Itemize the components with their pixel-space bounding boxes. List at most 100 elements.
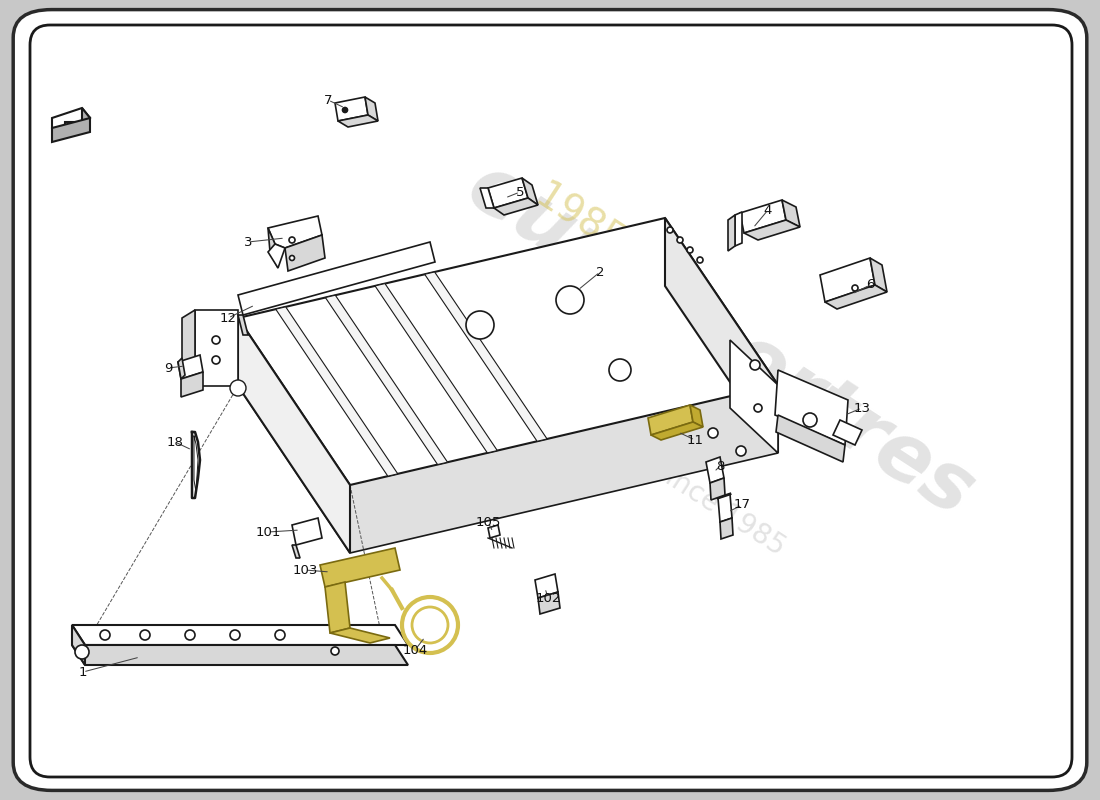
Polygon shape [488,525,501,538]
Polygon shape [338,115,378,127]
Polygon shape [558,288,609,306]
Circle shape [688,247,693,253]
Text: 6: 6 [866,278,874,291]
Polygon shape [268,216,322,248]
Text: 12: 12 [220,311,236,325]
Text: 3: 3 [244,235,252,249]
Polygon shape [556,296,570,334]
Polygon shape [52,118,90,142]
Text: eurosportres: eurosportres [452,147,988,533]
Circle shape [412,607,448,643]
Polygon shape [782,200,800,227]
Circle shape [289,255,295,261]
Polygon shape [238,315,248,335]
Circle shape [100,630,110,640]
Polygon shape [592,266,609,294]
Circle shape [803,413,817,427]
Circle shape [212,336,220,344]
Circle shape [697,257,703,263]
Polygon shape [238,318,350,553]
Polygon shape [178,358,185,379]
Polygon shape [268,228,278,268]
Text: 11: 11 [686,434,704,446]
Text: 4: 4 [763,203,772,217]
Polygon shape [238,242,434,315]
Text: 17: 17 [734,498,750,511]
Polygon shape [488,178,528,208]
Polygon shape [238,286,778,553]
Text: 7: 7 [323,94,332,106]
Circle shape [230,380,246,396]
Polygon shape [776,370,848,445]
Circle shape [230,630,240,640]
Polygon shape [292,545,300,558]
Polygon shape [720,518,733,539]
Polygon shape [330,628,390,643]
Circle shape [140,630,150,640]
Circle shape [289,237,295,243]
Polygon shape [292,518,322,545]
Text: 8: 8 [716,459,724,473]
Polygon shape [776,415,845,462]
Polygon shape [238,218,778,485]
Polygon shape [538,592,560,614]
Circle shape [466,311,494,339]
Circle shape [556,286,584,314]
Polygon shape [666,218,778,453]
Polygon shape [710,478,725,500]
Circle shape [609,359,631,381]
Circle shape [75,645,89,659]
Polygon shape [276,307,398,476]
Polygon shape [178,355,204,379]
Circle shape [212,356,220,364]
Polygon shape [336,97,368,121]
Circle shape [342,107,348,113]
Polygon shape [735,212,743,246]
Text: 102: 102 [536,591,561,605]
Polygon shape [320,548,400,587]
Polygon shape [285,235,324,271]
Polygon shape [690,405,703,427]
Polygon shape [195,310,238,386]
Polygon shape [552,266,598,300]
Polygon shape [728,215,735,251]
Text: 18: 18 [166,435,184,449]
Polygon shape [375,283,497,453]
Polygon shape [82,108,90,128]
Polygon shape [182,310,195,386]
Polygon shape [718,494,732,522]
Circle shape [754,404,762,412]
Polygon shape [651,422,703,440]
Polygon shape [648,405,693,435]
Circle shape [331,647,339,655]
Polygon shape [268,244,285,268]
Polygon shape [182,372,204,397]
Polygon shape [365,97,378,121]
Polygon shape [72,645,408,665]
Circle shape [185,630,195,640]
Polygon shape [72,625,85,665]
Polygon shape [480,188,494,208]
Circle shape [736,446,746,456]
Text: 2: 2 [596,266,604,278]
Polygon shape [535,574,558,598]
Circle shape [708,428,718,438]
Text: 5: 5 [516,186,525,198]
Polygon shape [72,625,408,645]
Polygon shape [548,300,560,338]
Circle shape [750,360,760,370]
Polygon shape [730,340,778,453]
Polygon shape [820,258,874,302]
Circle shape [667,227,673,233]
Circle shape [680,410,690,420]
Text: 9: 9 [164,362,173,374]
Circle shape [852,285,858,291]
Text: 101: 101 [255,526,280,538]
Text: 103: 103 [293,563,318,577]
Polygon shape [870,258,887,292]
Circle shape [402,597,458,653]
Circle shape [676,237,683,243]
Text: 1985: 1985 [528,177,631,263]
Polygon shape [833,420,862,445]
Polygon shape [825,285,887,309]
